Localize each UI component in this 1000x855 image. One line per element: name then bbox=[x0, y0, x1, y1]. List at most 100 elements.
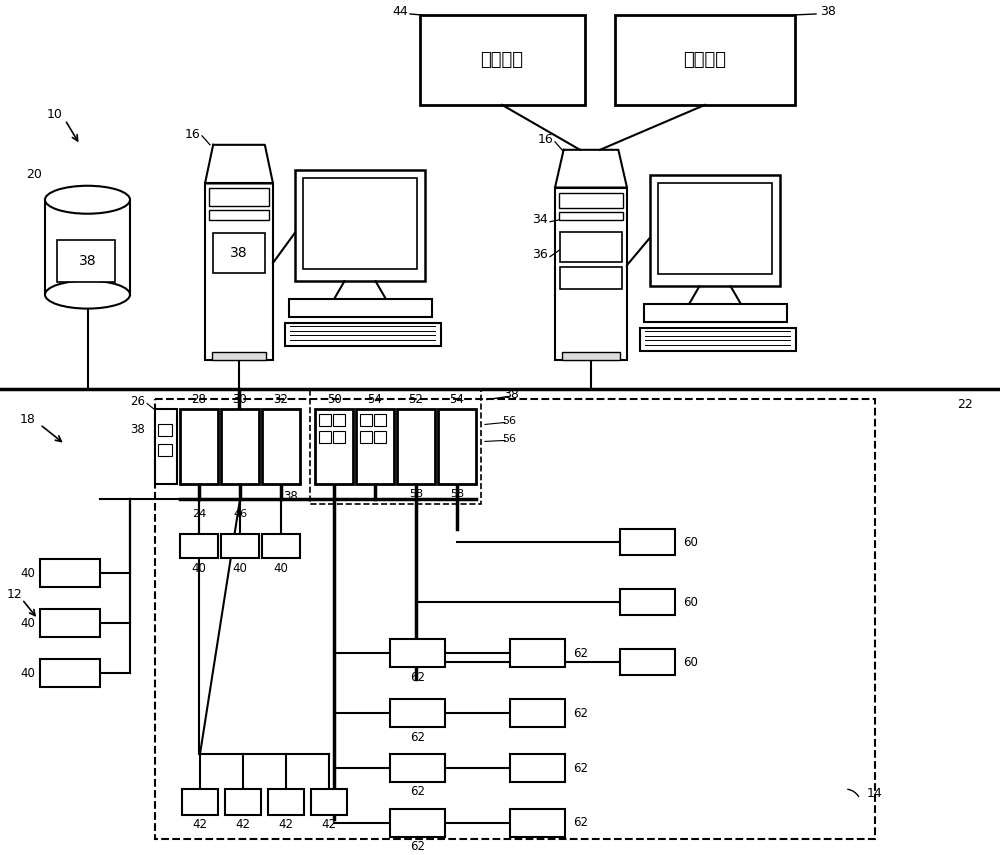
Bar bbox=[560, 233, 622, 262]
Bar bbox=[510, 699, 565, 727]
Text: 36: 36 bbox=[532, 248, 548, 261]
Bar bbox=[615, 15, 795, 105]
Bar bbox=[374, 415, 386, 427]
Text: 诊断应用: 诊断应用 bbox=[684, 51, 726, 69]
Bar bbox=[560, 268, 622, 290]
Bar bbox=[562, 351, 620, 360]
Bar bbox=[397, 410, 435, 485]
Bar bbox=[268, 789, 304, 815]
Bar bbox=[180, 534, 218, 558]
Bar bbox=[45, 200, 130, 295]
Polygon shape bbox=[555, 150, 627, 187]
Text: 12: 12 bbox=[7, 587, 23, 601]
Text: 34: 34 bbox=[532, 213, 548, 227]
Bar bbox=[155, 399, 875, 839]
Text: 40: 40 bbox=[233, 562, 247, 575]
Text: 24: 24 bbox=[192, 510, 206, 519]
Text: 38: 38 bbox=[230, 246, 248, 261]
Text: 56: 56 bbox=[502, 416, 516, 427]
Bar bbox=[310, 390, 481, 504]
Bar bbox=[213, 233, 265, 274]
Text: 62: 62 bbox=[410, 730, 425, 744]
Bar bbox=[158, 424, 172, 436]
Text: 16: 16 bbox=[537, 133, 553, 146]
Bar bbox=[40, 610, 100, 637]
Bar bbox=[40, 659, 100, 687]
Bar bbox=[209, 188, 269, 206]
Bar bbox=[333, 415, 345, 427]
Bar bbox=[315, 410, 353, 485]
Bar bbox=[390, 809, 445, 837]
Bar bbox=[57, 239, 115, 281]
Bar bbox=[205, 184, 273, 360]
Text: 18: 18 bbox=[20, 413, 36, 426]
Text: 28: 28 bbox=[192, 393, 206, 406]
Text: 62: 62 bbox=[573, 762, 588, 775]
Ellipse shape bbox=[45, 186, 130, 214]
Bar bbox=[374, 432, 386, 444]
Bar bbox=[620, 649, 675, 675]
Text: 60: 60 bbox=[683, 596, 698, 609]
Text: 42: 42 bbox=[192, 818, 208, 831]
Bar bbox=[390, 699, 445, 727]
Bar bbox=[620, 529, 675, 555]
Text: 60: 60 bbox=[683, 536, 698, 549]
Text: 16: 16 bbox=[184, 128, 200, 141]
Bar bbox=[40, 559, 100, 587]
Text: 58: 58 bbox=[450, 489, 464, 499]
Text: 32: 32 bbox=[274, 393, 288, 406]
Bar bbox=[555, 187, 627, 360]
Bar bbox=[658, 183, 772, 274]
Bar bbox=[295, 170, 425, 281]
Bar bbox=[155, 410, 177, 485]
Text: 54: 54 bbox=[450, 393, 464, 406]
Bar bbox=[390, 640, 445, 667]
Text: 58: 58 bbox=[409, 489, 423, 499]
Text: 10: 10 bbox=[47, 109, 63, 121]
Bar bbox=[510, 809, 565, 837]
Bar bbox=[644, 304, 786, 322]
Text: 42: 42 bbox=[322, 818, 336, 831]
Bar bbox=[262, 534, 300, 558]
Text: 38: 38 bbox=[503, 388, 519, 401]
Text: 62: 62 bbox=[410, 840, 425, 853]
Bar bbox=[559, 192, 623, 208]
Bar bbox=[620, 589, 675, 616]
Polygon shape bbox=[205, 144, 273, 184]
Text: 14: 14 bbox=[867, 787, 883, 800]
Bar bbox=[221, 534, 259, 558]
Bar bbox=[212, 351, 266, 360]
Bar bbox=[438, 410, 476, 485]
Text: 40: 40 bbox=[20, 616, 35, 629]
Text: 40: 40 bbox=[192, 562, 206, 575]
Text: 56: 56 bbox=[502, 434, 516, 445]
Bar bbox=[390, 754, 445, 782]
Text: 40: 40 bbox=[20, 667, 35, 680]
Text: 62: 62 bbox=[573, 817, 588, 829]
Bar bbox=[288, 299, 432, 317]
Text: 38: 38 bbox=[820, 5, 836, 19]
Text: 38: 38 bbox=[79, 254, 96, 268]
Text: 50: 50 bbox=[327, 393, 341, 406]
Text: 54: 54 bbox=[368, 393, 382, 406]
Text: 60: 60 bbox=[683, 656, 698, 669]
Text: 42: 42 bbox=[278, 818, 294, 831]
Bar bbox=[510, 754, 565, 782]
Bar bbox=[225, 789, 261, 815]
Text: 62: 62 bbox=[410, 670, 425, 684]
Text: 62: 62 bbox=[573, 646, 588, 660]
Bar bbox=[182, 789, 218, 815]
Bar bbox=[262, 410, 300, 485]
Text: 26: 26 bbox=[130, 395, 145, 408]
Bar bbox=[319, 432, 331, 444]
Text: 38: 38 bbox=[284, 490, 298, 503]
Bar bbox=[356, 410, 394, 485]
Bar bbox=[360, 415, 372, 427]
Bar bbox=[221, 410, 259, 485]
Text: 44: 44 bbox=[392, 5, 408, 19]
Text: 30: 30 bbox=[233, 393, 247, 406]
Bar bbox=[360, 432, 372, 444]
Bar bbox=[650, 174, 780, 286]
Text: 40: 40 bbox=[274, 562, 288, 575]
Text: 62: 62 bbox=[573, 706, 588, 720]
